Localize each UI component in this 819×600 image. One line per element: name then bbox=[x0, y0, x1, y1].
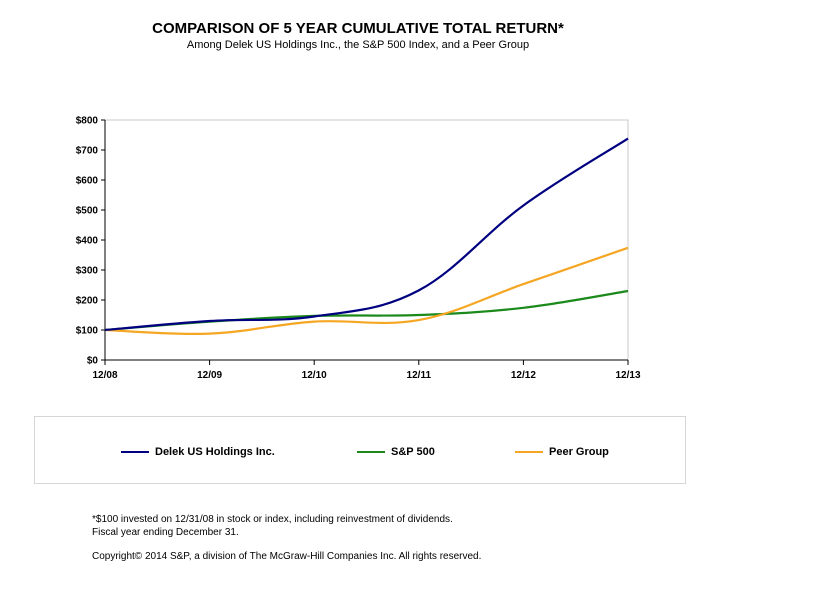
footnote-copyright: Copyright© 2014 S&P, a division of The M… bbox=[92, 551, 482, 562]
footnote-fiscal-year: Fiscal year ending December 31. bbox=[92, 527, 239, 538]
y-tick-label: $200 bbox=[76, 296, 99, 307]
chart-subtitle: Among Delek US Holdings Inc., the S&P 50… bbox=[186, 39, 530, 51]
x-tick-label: 12/12 bbox=[511, 370, 536, 381]
legend-label-peer: Peer Group bbox=[549, 446, 609, 458]
legend-box bbox=[34, 416, 686, 484]
y-tick-label: $500 bbox=[76, 206, 99, 217]
series-line-peer-group bbox=[104, 246, 629, 335]
x-tick-label: 12/09 bbox=[197, 370, 222, 381]
footnote-investment: *$100 invested on 12/31/08 in stock or i… bbox=[92, 514, 453, 525]
legend-label-delek: Delek US Holdings Inc. bbox=[155, 446, 275, 458]
legend-item-sp500: S&P 500 bbox=[357, 445, 435, 459]
legend-label-sp500: S&P 500 bbox=[391, 446, 435, 458]
legend-swatch-delek bbox=[121, 451, 149, 453]
x-tick-label: 12/11 bbox=[407, 370, 432, 381]
chart-title: COMPARISON OF 5 YEAR CUMULATIVE TOTAL RE… bbox=[152, 20, 564, 37]
x-tick-label: 12/13 bbox=[615, 370, 640, 381]
legend-item-peer: Peer Group bbox=[515, 445, 609, 459]
legend-item-delek: Delek US Holdings Inc. bbox=[121, 445, 275, 459]
x-tick-label: 12/08 bbox=[92, 370, 117, 381]
y-tick-label: $800 bbox=[76, 116, 99, 127]
y-tick-label: $0 bbox=[87, 356, 99, 367]
y-tick-label: $400 bbox=[76, 236, 99, 247]
y-tick-label: $600 bbox=[76, 176, 99, 187]
y-tick-label: $100 bbox=[76, 326, 99, 337]
series-line-delek-us-holdings-inc bbox=[104, 137, 629, 332]
legend-swatch-peer bbox=[515, 451, 543, 453]
x-tick-label: 12/10 bbox=[302, 370, 327, 381]
series-line-s-p-500 bbox=[104, 289, 629, 332]
y-tick-label: $300 bbox=[76, 266, 99, 277]
legend-swatch-sp500 bbox=[357, 451, 385, 453]
y-tick-label: $700 bbox=[76, 146, 99, 157]
